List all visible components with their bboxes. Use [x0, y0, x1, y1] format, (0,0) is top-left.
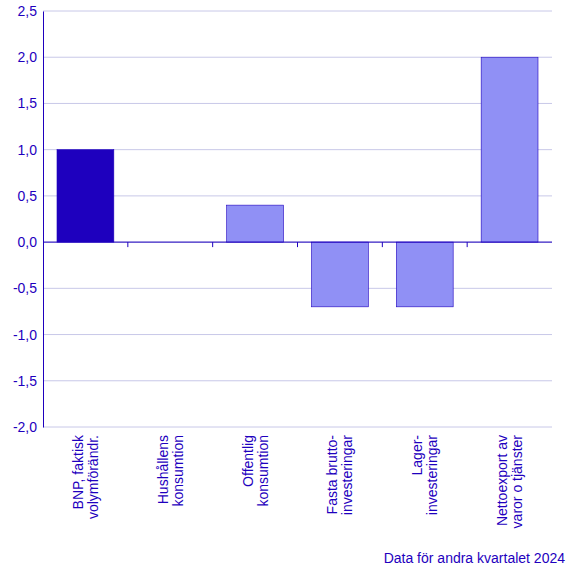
- chart: -2,0 -1,5 -1,0 -0,5 0,0 0,5 1,0 1,5 2,0 2,5 BNP, f…: [0, 0, 570, 571]
- y-tick-label: 2,5: [18, 3, 38, 19]
- grid-line: [43, 288, 552, 289]
- grid-line: [43, 427, 552, 428]
- y-tick: 1,0: [18, 142, 43, 158]
- y-tick: 2,0: [18, 49, 43, 65]
- grid-line: [43, 11, 552, 12]
- grid-line: [43, 103, 552, 104]
- category-separator: [212, 242, 213, 247]
- x-tick-label: Nettoexport avvaror o tjänster: [494, 435, 525, 529]
- x-tick-label: Lager-investeringar: [409, 435, 440, 515]
- y-tick-label: -1,5: [13, 373, 37, 389]
- category-separator: [467, 242, 468, 247]
- y-tick: -2,0: [13, 419, 43, 435]
- bar: [227, 205, 284, 242]
- y-axis-line: [43, 12, 44, 428]
- bar: [57, 150, 114, 242]
- y-tick-label: -0,5: [13, 280, 37, 296]
- grid-line: [43, 334, 552, 335]
- category-separator: [297, 242, 298, 247]
- y-tick: -1,0: [13, 327, 43, 343]
- y-tick-label: -1,0: [13, 327, 37, 343]
- category-separator: [382, 242, 383, 247]
- y-tick-label: 2,0: [18, 49, 38, 65]
- x-tick-label: Fasta brutto-investeringar: [324, 435, 355, 515]
- bar: [396, 242, 453, 307]
- y-tick: 1,5: [18, 95, 43, 111]
- zero-axis: [43, 242, 552, 247]
- grid: [43, 11, 552, 427]
- bar: [311, 242, 368, 307]
- y-tick-label: 1,0: [18, 142, 38, 158]
- grid-line: [43, 57, 552, 58]
- grid-line: [43, 380, 552, 381]
- y-tick-label: 0,0: [18, 234, 38, 250]
- grid-line: [43, 149, 552, 150]
- bar: [481, 57, 538, 242]
- y-tick: -1,5: [13, 373, 43, 389]
- y-tick: 0,0: [18, 234, 43, 250]
- y-tick: 0,5: [18, 188, 43, 204]
- x-axis-labels: BNP, faktiskvolymförändr. Hushållenskonsu…: [70, 434, 525, 528]
- y-axis: -2,0 -1,5 -1,0 -0,5 0,0 0,5 1,0 1,5 2,0 2,5: [13, 3, 44, 435]
- y-tick-label: -2,0: [13, 419, 37, 435]
- y-tick-label: 1,5: [18, 95, 38, 111]
- x-tick-label: Offentligkonsumtion: [240, 435, 271, 507]
- bars: [57, 57, 538, 307]
- x-tick-label: Hushållenskonsumtion: [155, 435, 186, 507]
- x-tick-label: BNP, faktiskvolymförändr.: [70, 434, 101, 519]
- category-separator: [127, 242, 128, 247]
- y-tick: 2,5: [18, 3, 43, 19]
- y-tick: -0,5: [13, 280, 43, 296]
- annotation: Data för andra kvartalet 2024: [384, 550, 566, 566]
- y-tick-label: 0,5: [18, 188, 38, 204]
- grid-line: [43, 195, 552, 196]
